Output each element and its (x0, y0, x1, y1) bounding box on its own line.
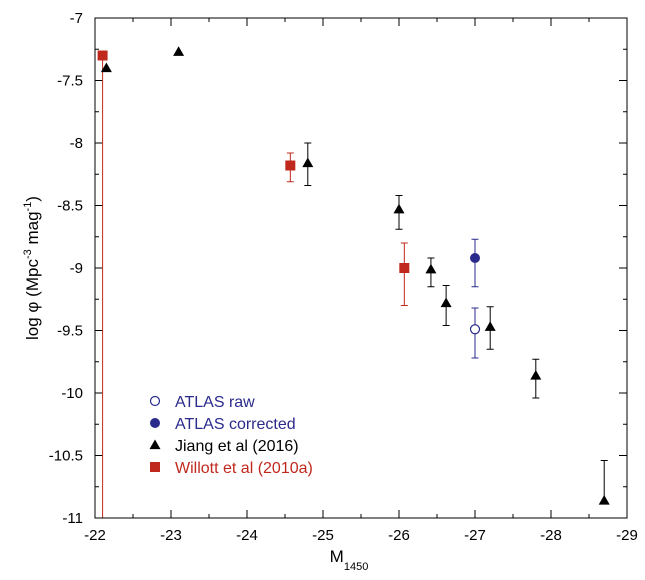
data-point (484, 321, 496, 331)
data-point (285, 160, 296, 171)
y-tick-label: -10.5 (49, 448, 83, 465)
x-tick-label: -25 (312, 527, 334, 544)
y-axis-title-mid: mag (23, 211, 42, 249)
data-point (97, 50, 108, 61)
y-axis-title-sup2: -1 (22, 202, 34, 212)
legend-marker (150, 418, 160, 428)
legend: ATLAS raw ATLAS corrected Jiang et al (201… (149, 394, 313, 477)
tick-layer (94, 17, 628, 519)
data-point (393, 203, 405, 214)
data-point (470, 253, 480, 263)
data-point (469, 324, 481, 335)
x-tick-label: -24 (236, 527, 258, 544)
plot-frame (94, 17, 628, 519)
errorbar-layer (99, 55, 608, 518)
data-point (530, 370, 542, 380)
data-point (173, 46, 185, 56)
data-point (440, 297, 452, 308)
legend-label: Willott et al (2010a) (175, 460, 313, 477)
legend-label: ATLAS raw (175, 394, 255, 411)
legend-label: Jiang et al (2016) (175, 438, 299, 455)
legend-marker (149, 439, 161, 450)
y-tick-label: -9 (70, 260, 83, 277)
y-tick-label: -8 (70, 135, 83, 152)
x-tick-label: -22 (84, 527, 106, 544)
legend-marker (150, 462, 160, 472)
y-axis-title-sup1: -3 (22, 249, 34, 259)
data-point (598, 495, 610, 505)
x-axis-title: M1450 (330, 547, 369, 573)
tick-label-layer: -22 -23 -24 -25 -26 -27 -28 -29 -7 -7.5 -8 -8.5 -9 -9… (49, 10, 638, 544)
y-tick-label: -10 (61, 385, 83, 402)
x-tick-label: -26 (388, 527, 410, 544)
data-point (425, 263, 437, 274)
data-point (302, 157, 314, 168)
x-tick-label: -23 (160, 527, 182, 544)
x-tick-label: -27 (464, 527, 486, 544)
marker-layer (97, 46, 610, 505)
y-axis-title-main: log φ (Mpc (23, 259, 42, 340)
y-tick-label: -8.5 (57, 198, 83, 215)
y-tick-label: -11 (62, 510, 83, 527)
x-axis-title-subscript: 1450 (344, 561, 368, 573)
y-tick-label: -7 (70, 10, 83, 27)
y-axis-title: log φ (Mpc-3 mag-1) (22, 196, 42, 340)
legend-label: ATLAS corrected (175, 416, 296, 433)
y-tick-label: -7.5 (57, 73, 83, 90)
x-tick-label: -28 (540, 527, 562, 544)
x-axis-title-main: M (330, 547, 344, 566)
legend-marker (149, 395, 161, 407)
data-point (399, 263, 410, 273)
data-point (100, 62, 112, 73)
y-axis-title-end: ) (23, 196, 42, 202)
y-tick-label: -9.5 (57, 323, 83, 340)
x-tick-label: -29 (616, 527, 638, 544)
